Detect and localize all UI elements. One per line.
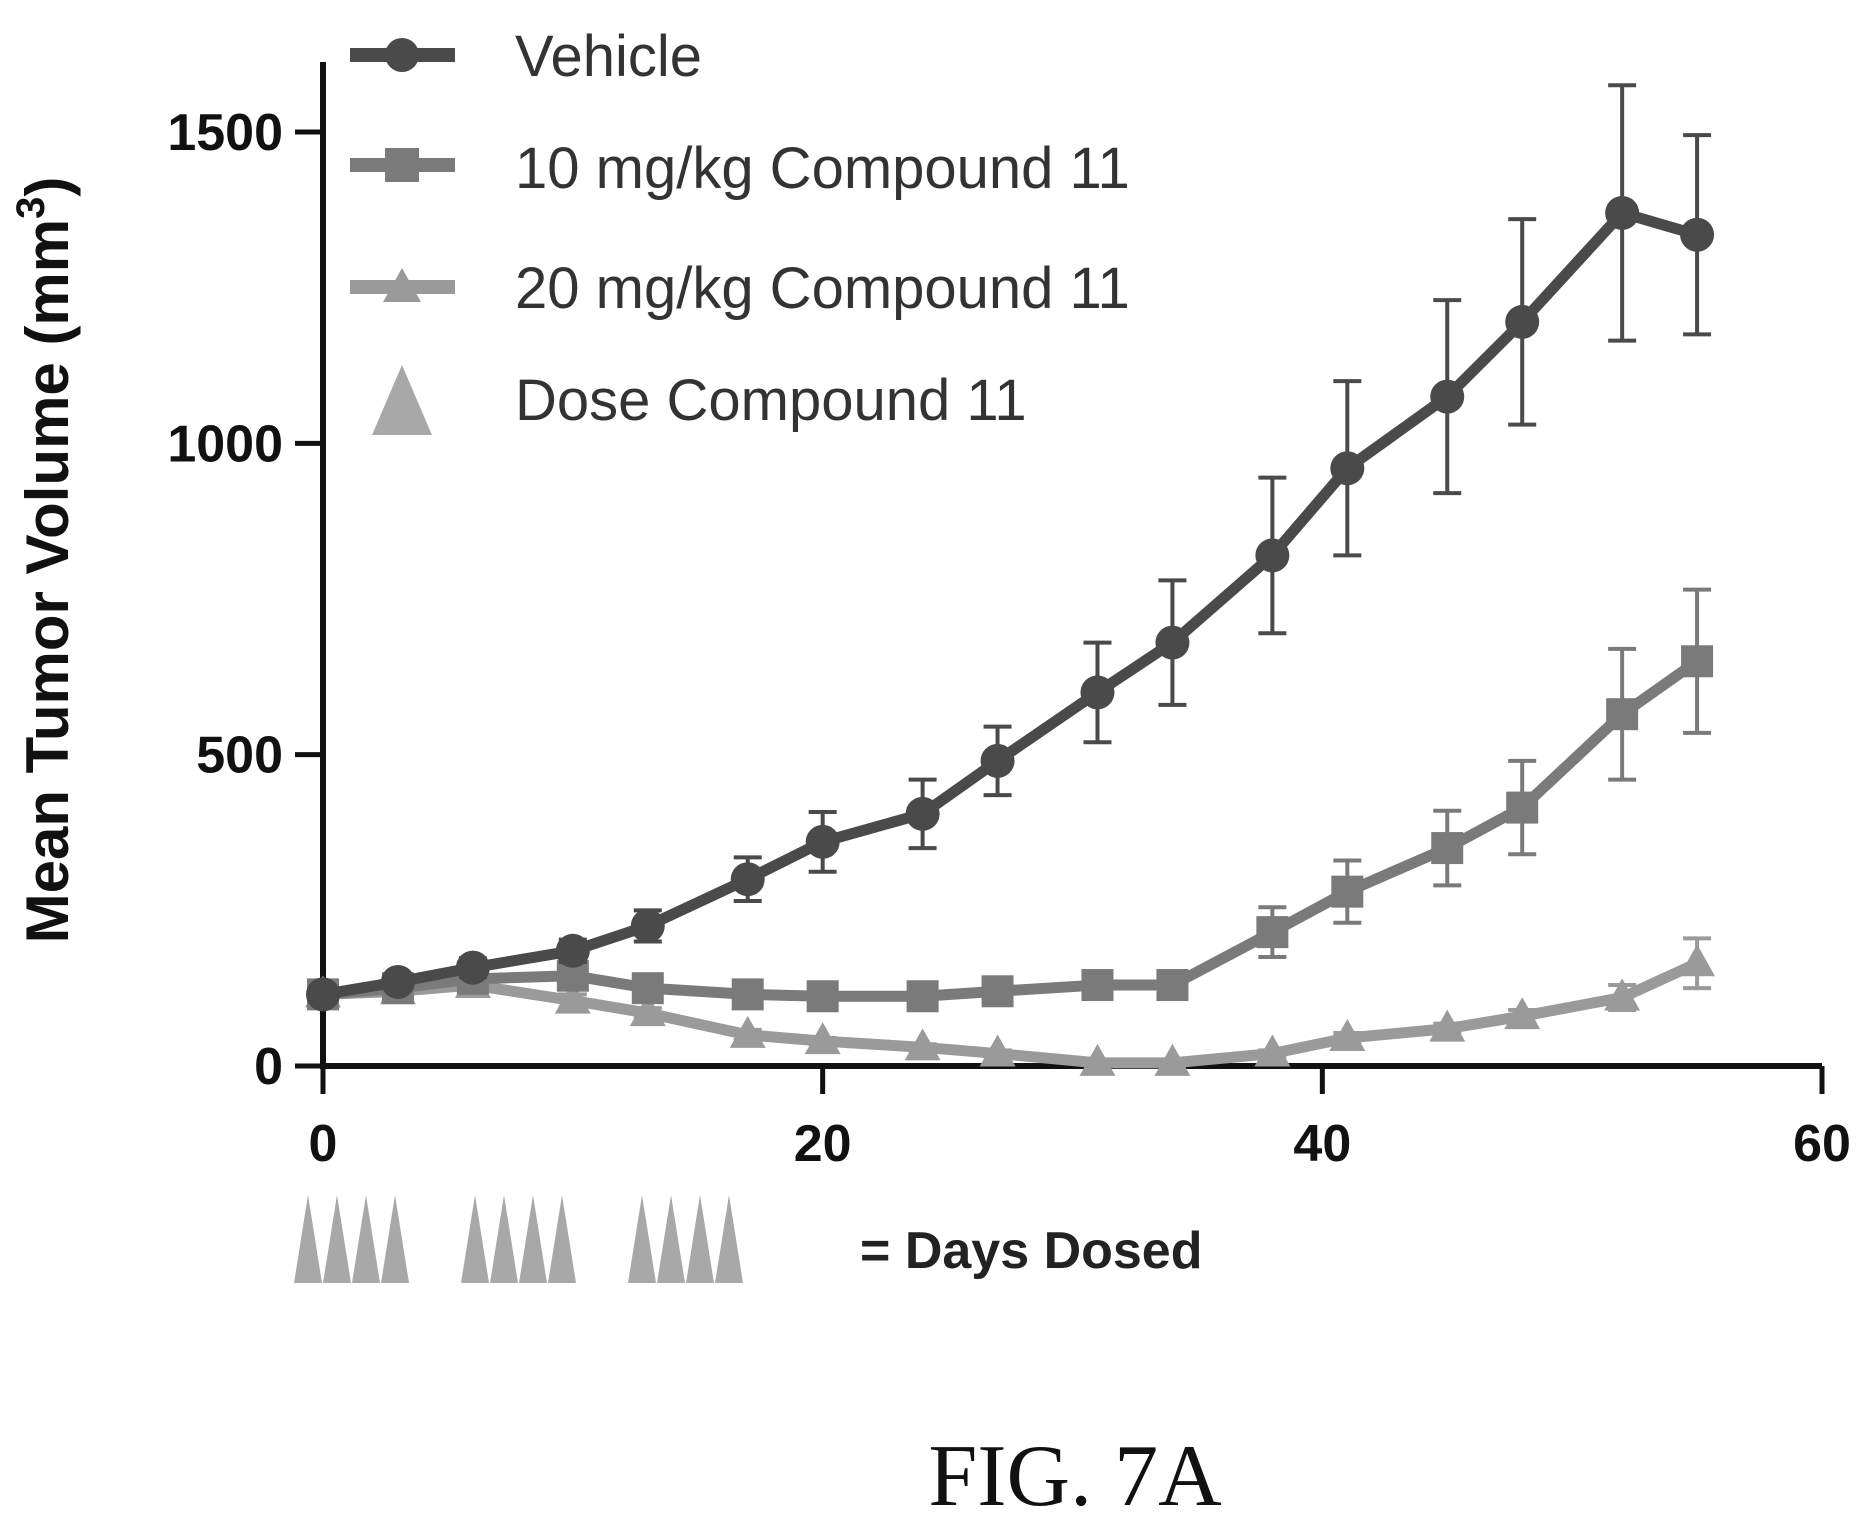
legend-marker-triangle <box>383 268 421 302</box>
data-point <box>1429 1009 1466 1042</box>
data-point <box>1330 451 1365 486</box>
data-point <box>1505 304 1540 339</box>
data-point <box>730 862 765 897</box>
y-tick-label: 1500 <box>167 104 283 162</box>
x-tick-label: 60 <box>1793 1115 1851 1173</box>
data-point <box>1080 675 1115 710</box>
x-tick-label: 0 <box>309 1115 338 1173</box>
data-point <box>306 977 340 1012</box>
data-point <box>630 908 665 943</box>
data-point <box>380 964 415 999</box>
series-line <box>322 207 1699 1000</box>
data-point <box>906 980 939 1013</box>
data-point <box>1079 1043 1116 1076</box>
data-point <box>981 975 1014 1008</box>
data-point <box>554 981 591 1014</box>
data-point <box>1431 832 1464 865</box>
legend: Vehicle 10 mg/kg Compound 11 20 mg/kg Co… <box>350 24 1130 435</box>
data-point <box>804 1022 841 1055</box>
legend-item-10mg: 10 mg/kg Compound 11 <box>350 136 1130 201</box>
data-point <box>1604 978 1641 1011</box>
data-point <box>1329 1018 1366 1051</box>
data-point <box>979 1034 1016 1067</box>
legend-item-dose: Dose Compound 11 <box>372 365 1027 435</box>
dose-day-triangle <box>657 1195 685 1283</box>
dose-day-triangle <box>461 1195 489 1283</box>
dose-day-triangle <box>352 1195 380 1283</box>
legend-item-vehicle: Vehicle <box>350 24 702 89</box>
data-point <box>1605 195 1640 230</box>
data-point <box>1430 379 1465 414</box>
dose-day-triangle <box>519 1195 547 1283</box>
y-tick-label: 1000 <box>167 415 283 473</box>
data-point <box>904 1028 941 1061</box>
series-line <box>322 656 1701 1002</box>
data-point <box>729 1015 766 1048</box>
legend-dose-triangle-icon <box>372 365 432 435</box>
y-tick-label: 500 <box>196 727 283 785</box>
data-point <box>1606 698 1639 731</box>
data-point <box>806 980 839 1013</box>
y-axis-label-superscript: 3 <box>9 197 53 219</box>
x-tick-label: 20 <box>794 1115 852 1173</box>
data-point <box>905 796 940 831</box>
y-tick-label: 0 <box>254 1038 283 1096</box>
legend-marker-circle <box>385 38 419 72</box>
dose-day-triangle <box>715 1195 743 1283</box>
data-point <box>1681 645 1714 678</box>
data-point <box>1506 791 1539 824</box>
dose-day-triangle <box>548 1195 576 1283</box>
data-point <box>1255 538 1290 573</box>
legend-label-dose: Dose Compound 11 <box>515 368 1027 433</box>
dose-day-triangle <box>381 1195 409 1283</box>
dose-day-triangle <box>628 1195 656 1283</box>
y-axis-label: Mean Tumor Volume (mm3) <box>9 177 81 944</box>
legend-item-20mg: 20 mg/kg Compound 11 <box>350 256 1130 321</box>
data-point <box>1680 217 1715 252</box>
legend-label-10mg: 10 mg/kg Compound 11 <box>515 136 1130 201</box>
data-point <box>731 978 764 1011</box>
dose-day-triangle <box>686 1195 714 1283</box>
data-point <box>1331 875 1364 908</box>
data-point <box>1155 625 1190 660</box>
data-point <box>631 972 664 1005</box>
dose-day-triangle <box>323 1195 351 1283</box>
x-tick-label: 40 <box>1293 1115 1351 1173</box>
data-point <box>1254 1034 1291 1067</box>
data-point <box>1679 944 1716 977</box>
data-point <box>1156 969 1189 1002</box>
data-point <box>980 743 1015 778</box>
series-0 <box>306 83 1715 1012</box>
legend-label-20mg: 20 mg/kg Compound 11 <box>515 256 1130 321</box>
legend-label-vehicle: Vehicle <box>515 24 702 89</box>
data-point <box>629 994 666 1027</box>
data-point <box>455 950 490 985</box>
dose-day-triangle <box>294 1195 322 1283</box>
dose-day-triangle <box>490 1195 518 1283</box>
data-point <box>1154 1043 1191 1076</box>
days-dosed-strip <box>294 1195 743 1283</box>
data-point <box>555 933 590 968</box>
data-point <box>1504 997 1541 1030</box>
series-1 <box>307 587 1714 1013</box>
legend-marker-square <box>385 148 419 182</box>
plot-area: 0 20 40 60 0 500 1000 1500 <box>167 62 1851 1173</box>
days-dosed-label: = Days Dosed <box>860 1222 1203 1280</box>
data-point <box>1081 969 1114 1002</box>
data-point <box>805 824 840 859</box>
figure-label: FIG. 7A <box>928 1428 1221 1525</box>
data-point <box>1256 916 1289 949</box>
